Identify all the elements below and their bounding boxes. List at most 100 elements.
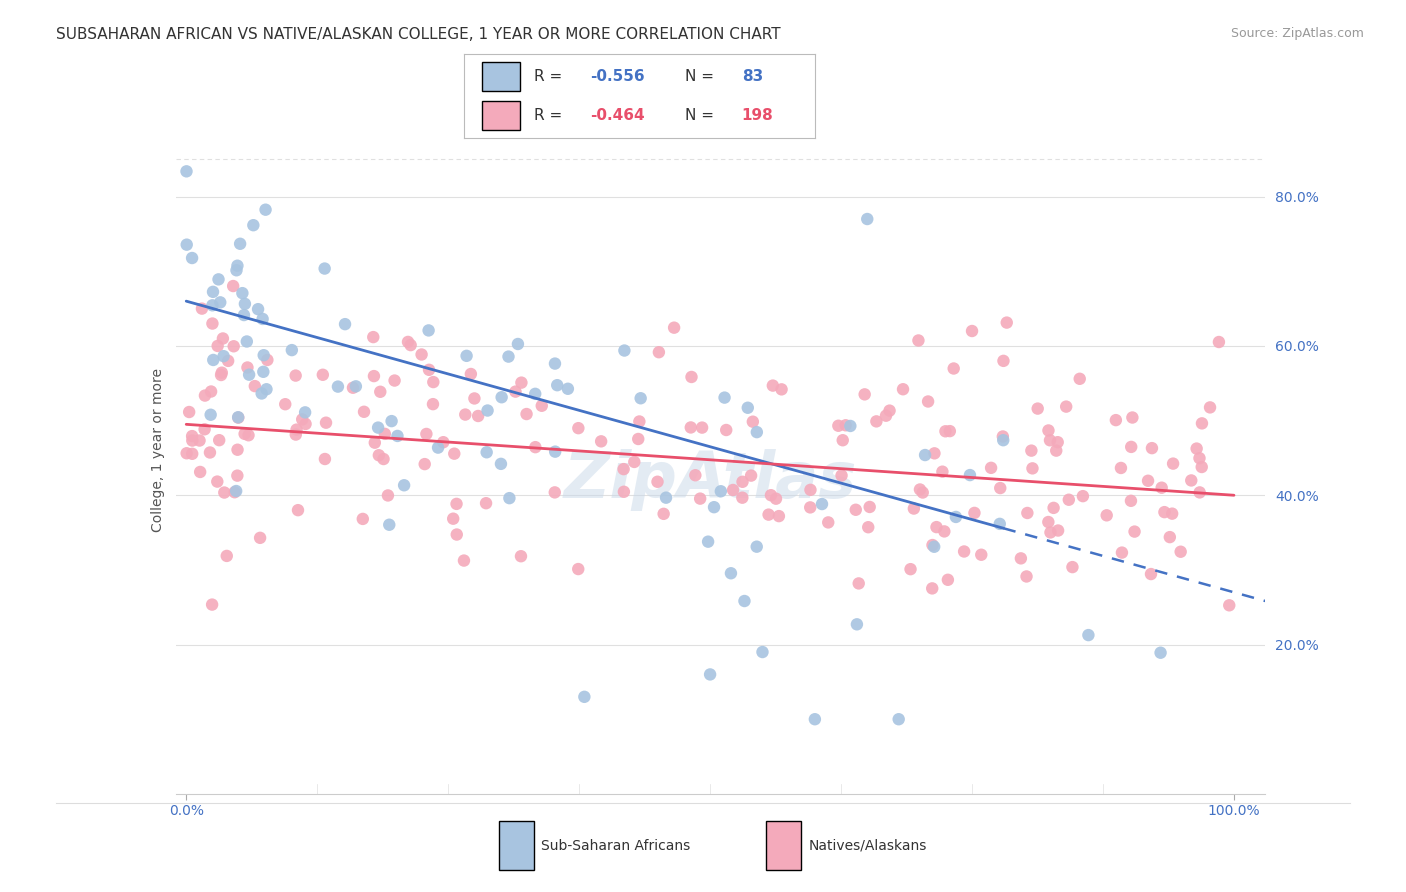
Text: 83: 83 bbox=[742, 69, 763, 84]
Point bbox=[238, 368, 260, 382]
Point bbox=[1038, 424, 1060, 438]
Point bbox=[201, 598, 224, 612]
Point bbox=[630, 391, 652, 405]
Point bbox=[294, 405, 316, 419]
Point bbox=[274, 397, 297, 411]
Point bbox=[207, 339, 229, 353]
Point bbox=[378, 517, 401, 532]
Point bbox=[363, 369, 385, 384]
Point bbox=[194, 388, 217, 402]
Point bbox=[848, 576, 870, 591]
Point bbox=[647, 475, 669, 489]
Point bbox=[914, 448, 936, 462]
Point bbox=[1010, 551, 1032, 566]
Point bbox=[225, 263, 247, 277]
Point bbox=[377, 488, 399, 502]
Y-axis label: College, 1 year or more: College, 1 year or more bbox=[150, 368, 165, 533]
Point bbox=[1140, 567, 1163, 582]
Point bbox=[374, 426, 396, 441]
Text: Source: ZipAtlas.com: Source: ZipAtlas.com bbox=[1230, 27, 1364, 40]
Point bbox=[900, 562, 922, 576]
Point bbox=[839, 419, 862, 434]
Point bbox=[411, 347, 433, 361]
Point bbox=[681, 370, 703, 384]
Point bbox=[960, 324, 983, 338]
Point bbox=[853, 387, 876, 401]
Point bbox=[194, 422, 217, 436]
Point bbox=[745, 425, 768, 439]
Point bbox=[544, 444, 567, 458]
Text: ZipAtlas: ZipAtlas bbox=[564, 450, 856, 511]
Point bbox=[628, 415, 651, 429]
Point bbox=[1199, 401, 1222, 415]
Point bbox=[250, 386, 273, 401]
Point bbox=[921, 538, 943, 552]
Point bbox=[879, 403, 901, 417]
Text: R =: R = bbox=[534, 69, 568, 84]
Point bbox=[314, 261, 336, 276]
Point bbox=[352, 512, 374, 526]
Point bbox=[1191, 417, 1213, 431]
Point bbox=[207, 475, 229, 489]
Point bbox=[212, 331, 235, 345]
Point bbox=[697, 534, 720, 549]
Point bbox=[613, 343, 636, 358]
Point bbox=[475, 445, 498, 459]
Point bbox=[770, 382, 793, 396]
Point bbox=[284, 427, 307, 442]
Point bbox=[988, 516, 1011, 531]
Point bbox=[1170, 545, 1192, 559]
Point bbox=[333, 317, 356, 331]
Point bbox=[1039, 434, 1062, 448]
Point bbox=[945, 510, 967, 524]
Point bbox=[176, 164, 198, 178]
Point bbox=[226, 468, 249, 483]
Point bbox=[1159, 530, 1181, 544]
Point bbox=[721, 483, 744, 497]
Point bbox=[344, 379, 367, 393]
Point bbox=[353, 405, 375, 419]
Point bbox=[762, 378, 785, 392]
Point bbox=[758, 508, 780, 522]
Point bbox=[993, 354, 1015, 368]
Point bbox=[1180, 474, 1202, 488]
Point bbox=[911, 485, 934, 500]
Point bbox=[181, 251, 204, 265]
Point bbox=[921, 582, 943, 596]
Point bbox=[716, 423, 738, 437]
Point bbox=[456, 349, 478, 363]
Point bbox=[381, 414, 404, 428]
Point bbox=[506, 337, 529, 351]
Point bbox=[1042, 500, 1064, 515]
Point bbox=[557, 382, 579, 396]
Point bbox=[326, 379, 349, 393]
Point bbox=[627, 432, 650, 446]
Point bbox=[759, 488, 782, 502]
Point bbox=[703, 500, 725, 515]
Point bbox=[679, 420, 702, 434]
Point bbox=[953, 544, 976, 558]
Point bbox=[567, 421, 589, 435]
Point bbox=[373, 452, 395, 467]
Point bbox=[226, 410, 249, 425]
Point bbox=[233, 308, 256, 322]
Point bbox=[225, 483, 247, 498]
Point bbox=[498, 491, 520, 505]
Point bbox=[256, 382, 278, 396]
Point bbox=[201, 285, 224, 299]
Point bbox=[1188, 451, 1211, 466]
Point bbox=[176, 446, 198, 460]
Point bbox=[931, 465, 953, 479]
Point bbox=[460, 367, 482, 381]
Point bbox=[200, 408, 222, 422]
Point bbox=[768, 509, 790, 524]
Point bbox=[212, 349, 235, 363]
Point bbox=[544, 357, 567, 371]
Point bbox=[1121, 440, 1143, 454]
Point bbox=[226, 410, 249, 425]
Point bbox=[662, 320, 685, 334]
Point bbox=[685, 468, 707, 483]
Point bbox=[489, 457, 512, 471]
Point bbox=[202, 353, 225, 368]
Point bbox=[1057, 492, 1080, 507]
